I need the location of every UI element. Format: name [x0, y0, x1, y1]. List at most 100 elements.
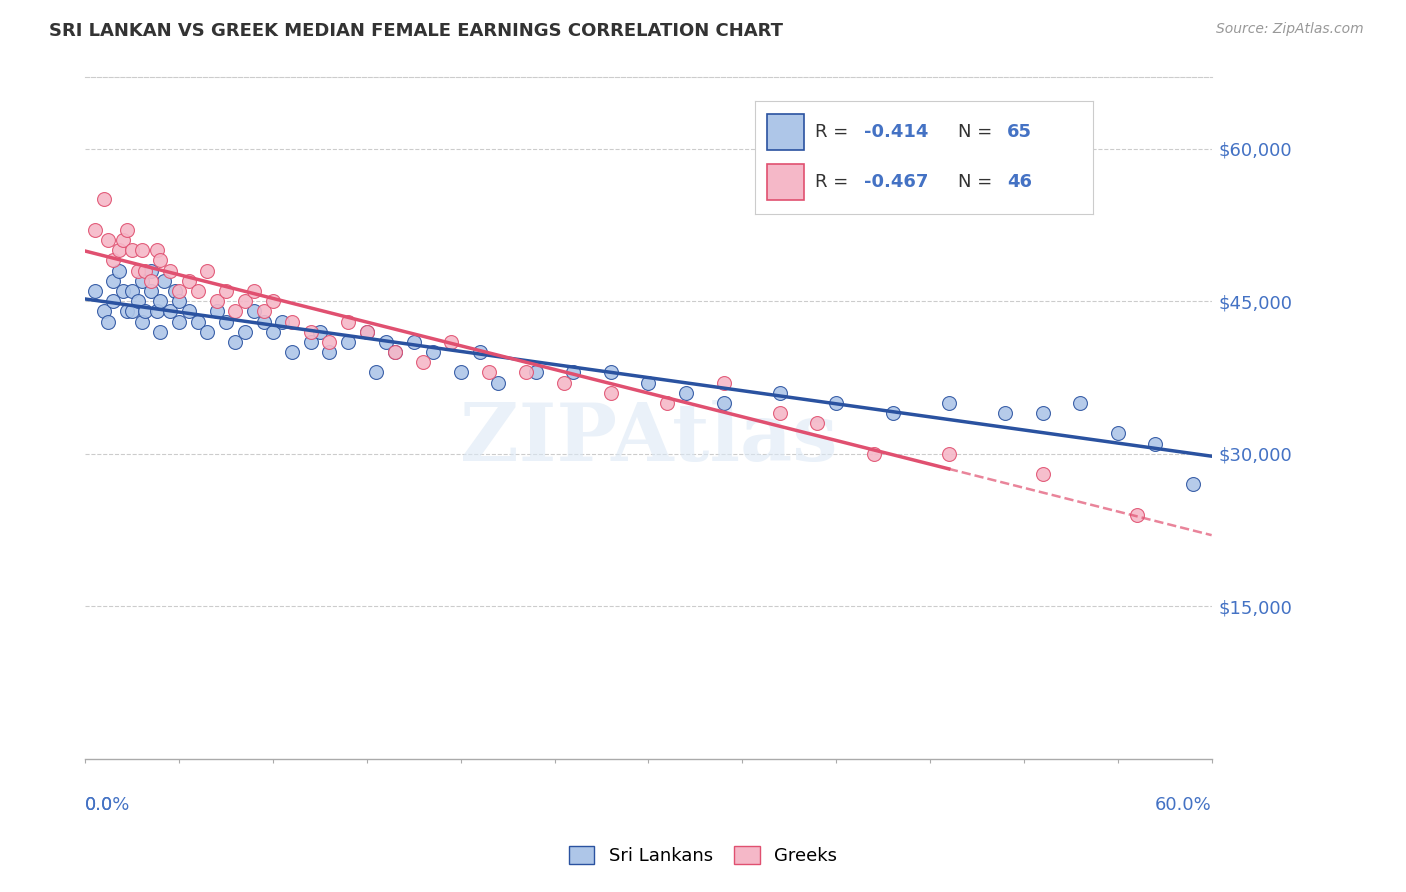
Point: [478, 365, 501, 379]
Point: [103, 253, 125, 268]
Point: [1125, 508, 1147, 522]
Point: [153, 274, 176, 288]
Point: [177, 304, 200, 318]
Point: [167, 314, 190, 328]
Point: [1069, 396, 1091, 410]
Point: [159, 263, 181, 277]
Point: [440, 334, 463, 349]
Point: [103, 294, 125, 309]
Point: [422, 345, 444, 359]
Point: [356, 325, 378, 339]
Point: [299, 334, 322, 349]
Point: [337, 314, 360, 328]
Point: [243, 304, 266, 318]
Point: [1181, 477, 1204, 491]
Point: [318, 345, 340, 359]
Point: [165, 284, 187, 298]
Point: [713, 376, 735, 390]
Point: [131, 244, 153, 258]
Point: [159, 304, 181, 318]
Point: [177, 274, 200, 288]
Point: [108, 263, 131, 277]
Point: [115, 304, 138, 318]
Point: [149, 294, 172, 309]
Point: [938, 396, 960, 410]
Point: [127, 294, 149, 309]
Point: [139, 274, 162, 288]
Point: [600, 365, 623, 379]
Point: [657, 396, 679, 410]
Point: [366, 365, 388, 379]
Point: [562, 365, 585, 379]
Point: [215, 284, 238, 298]
Point: [600, 385, 623, 400]
Point: [139, 263, 162, 277]
Point: [93, 193, 115, 207]
Text: 60.0%: 60.0%: [1154, 797, 1212, 814]
Point: [412, 355, 434, 369]
Point: [187, 284, 209, 298]
Point: [769, 385, 792, 400]
Point: [83, 284, 105, 298]
Point: [309, 325, 332, 339]
Point: [97, 233, 120, 247]
Point: [402, 334, 425, 349]
Text: 0.0%: 0.0%: [86, 797, 131, 814]
Point: [1032, 406, 1054, 420]
Point: [83, 223, 105, 237]
Text: ZIPAtlas: ZIPAtlas: [460, 400, 837, 477]
Point: [134, 304, 156, 318]
Point: [318, 334, 340, 349]
Point: [253, 304, 276, 318]
Point: [299, 325, 322, 339]
Point: [1144, 436, 1167, 450]
Point: [262, 325, 284, 339]
Point: [468, 345, 491, 359]
Point: [384, 345, 406, 359]
Point: [882, 406, 904, 420]
Point: [187, 314, 209, 328]
Point: [384, 345, 406, 359]
Point: [271, 314, 294, 328]
Point: [862, 447, 884, 461]
Point: [108, 244, 131, 258]
Point: [806, 416, 828, 430]
Point: [281, 345, 304, 359]
Point: [713, 396, 735, 410]
Point: [253, 314, 276, 328]
Point: [121, 284, 143, 298]
Point: [356, 325, 378, 339]
Point: [938, 447, 960, 461]
Point: [205, 304, 228, 318]
Point: [374, 334, 396, 349]
Text: 0.0: 0.0: [86, 797, 114, 814]
Point: [134, 263, 156, 277]
Point: [337, 334, 360, 349]
Point: [553, 376, 575, 390]
Point: [139, 284, 162, 298]
Text: SRI LANKAN VS GREEK MEDIAN FEMALE EARNINGS CORRELATION CHART: SRI LANKAN VS GREEK MEDIAN FEMALE EARNIN…: [49, 22, 783, 40]
Point: [224, 334, 246, 349]
Point: [195, 325, 218, 339]
Point: [97, 314, 120, 328]
Point: [281, 314, 304, 328]
Point: [195, 263, 218, 277]
Point: [145, 244, 167, 258]
Point: [121, 304, 143, 318]
Point: [1032, 467, 1054, 481]
Point: [145, 304, 167, 318]
Point: [769, 406, 792, 420]
Text: Source: ZipAtlas.com: Source: ZipAtlas.com: [1216, 22, 1364, 37]
Point: [149, 325, 172, 339]
Point: [103, 274, 125, 288]
Point: [243, 284, 266, 298]
Point: [233, 294, 256, 309]
Point: [825, 396, 848, 410]
Point: [994, 406, 1017, 420]
Point: [205, 294, 228, 309]
Point: [1107, 426, 1129, 441]
Point: [167, 294, 190, 309]
Point: [233, 325, 256, 339]
Point: [149, 253, 172, 268]
Point: [131, 274, 153, 288]
